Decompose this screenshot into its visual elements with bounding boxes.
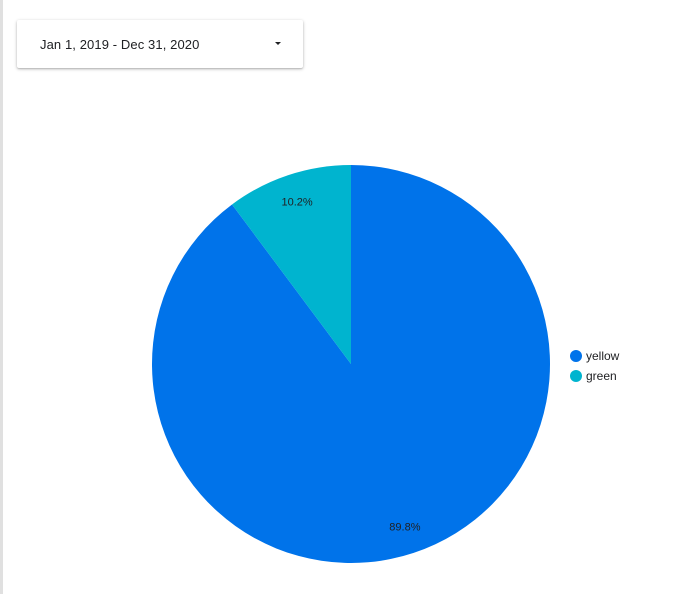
- legend-label: green: [586, 369, 617, 383]
- legend-label: yellow: [586, 349, 620, 363]
- legend-item-yellow[interactable]: yellow: [570, 346, 619, 366]
- date-range-control[interactable]: Jan 1, 2019 - Dec 31, 2020: [17, 20, 303, 68]
- pie-slices: [152, 165, 550, 563]
- pie-slice-green[interactable]: [232, 165, 351, 364]
- chart-legend: yellow green: [570, 346, 619, 386]
- arrow-drop-down-icon[interactable]: [275, 42, 281, 45]
- legend-swatch-icon: [570, 350, 582, 362]
- pie-slice-labels: 89.8% 10.2%: [281, 197, 420, 534]
- slice-label-yellow: 89.8%: [389, 521, 420, 533]
- legend-swatch-icon: [570, 370, 582, 382]
- legend-item-green[interactable]: green: [570, 366, 619, 386]
- date-range-label: Jan 1, 2019 - Dec 31, 2020: [40, 37, 200, 52]
- slice-label-green: 10.2%: [281, 197, 312, 209]
- canvas-border: [0, 0, 3, 594]
